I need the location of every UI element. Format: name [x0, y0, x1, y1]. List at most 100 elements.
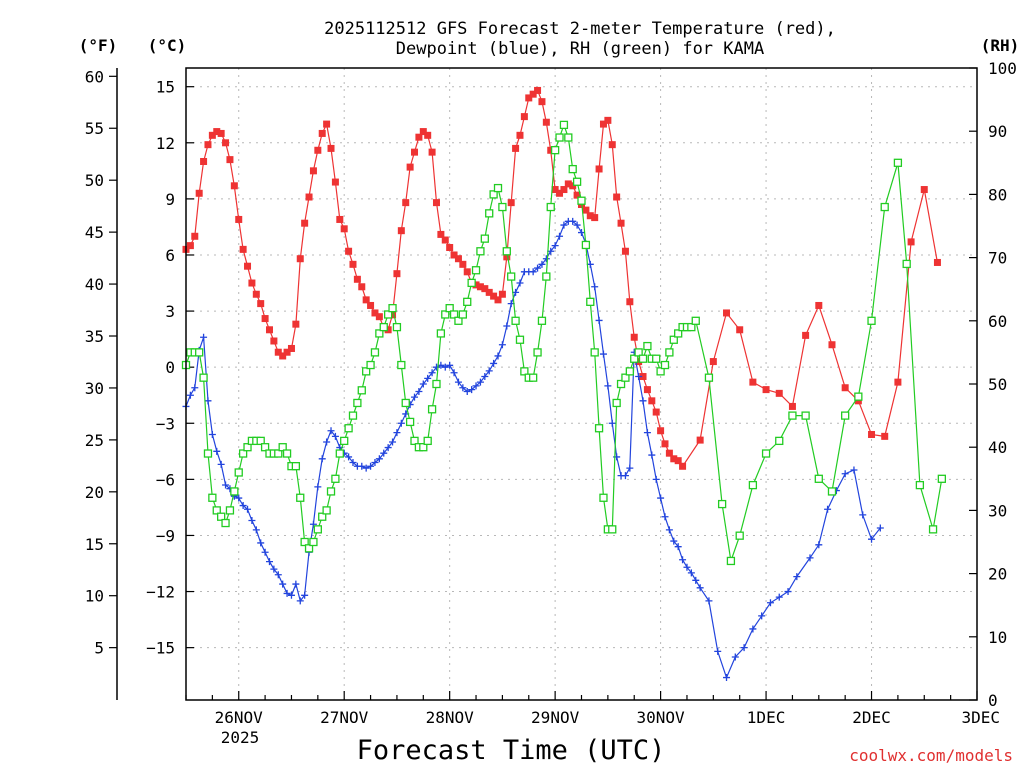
temperature-point [296, 255, 304, 263]
dewpoint-point [556, 232, 564, 240]
celsius-tick-label: 15 [156, 78, 175, 97]
temperature-point [828, 341, 836, 349]
rh-tick-label: 60 [988, 312, 1007, 331]
temperature-point [481, 285, 489, 293]
dewpoint-point [621, 472, 629, 480]
fahrenheit-tick-label: 60 [85, 67, 104, 86]
rh-point [344, 424, 353, 433]
grid-lines [186, 68, 977, 700]
temperature-point [762, 386, 770, 394]
fahrenheit-tick-label: 5 [94, 639, 104, 658]
rh-point [502, 247, 511, 256]
dewpoint-point [235, 494, 243, 502]
dewpoint-point [389, 438, 397, 446]
rh-tick-label: 50 [988, 375, 1007, 394]
dewpoint-point [459, 384, 467, 392]
rh-point [401, 398, 410, 408]
temperature-point [336, 215, 344, 223]
temperature-point [323, 120, 331, 128]
temperature-point [476, 283, 484, 291]
temperature-point [723, 309, 731, 317]
dewpoint-point [208, 430, 216, 438]
rh-point [362, 367, 371, 376]
temperature-point [283, 348, 291, 356]
rh-point [331, 474, 340, 483]
rh-point [612, 398, 621, 408]
rh-point [195, 348, 204, 357]
rh-point [630, 354, 639, 363]
rh-point [616, 379, 626, 389]
dewpoint-point [652, 475, 660, 483]
fahrenheit-unit-label: (°F) [79, 36, 118, 55]
temperature-point [815, 301, 823, 309]
rh-tick-label: 100 [988, 59, 1017, 78]
temperature-point [331, 178, 339, 186]
dewpoint-point [766, 599, 774, 607]
rh-point [383, 310, 393, 319]
temperature-point [569, 182, 577, 190]
temperature-point [679, 462, 687, 470]
temperature-point [248, 279, 256, 287]
temperature-point [397, 227, 405, 235]
temperature-point [393, 270, 401, 278]
dewpoint-point [257, 539, 265, 547]
dewpoint-point [397, 419, 405, 427]
temperature-point [244, 262, 252, 270]
rh-point [423, 436, 432, 446]
rh-point [520, 367, 529, 376]
dewpoint-point [244, 505, 252, 513]
dewpoint-point [296, 597, 304, 605]
temperature-point [345, 247, 353, 255]
dewpoint-point [481, 373, 489, 381]
temperature-point [494, 296, 502, 304]
temperature-point [802, 331, 810, 339]
temperature-point [415, 133, 423, 141]
temperature-point [626, 298, 634, 306]
temperature-point [459, 260, 467, 268]
rh-point [230, 487, 239, 496]
rh-tick-label: 20 [988, 565, 1007, 584]
rh-point [511, 316, 520, 325]
dewpoint-point [270, 565, 278, 573]
temperature-point [327, 144, 335, 152]
dewpoint-point [252, 526, 260, 534]
rh-point [419, 443, 428, 452]
dewpoint-point [604, 382, 612, 390]
dewpoint-point [749, 625, 757, 633]
dewpoint-point [186, 391, 194, 399]
temperature-point [639, 373, 647, 381]
celsius-unit-label: (°C) [148, 36, 187, 55]
temperature-point [200, 157, 208, 165]
dewpoint-point [705, 597, 713, 605]
rh-point [485, 209, 494, 218]
x-tick-label: 30NOV [637, 708, 686, 727]
rh-point [410, 436, 419, 446]
temperature-point [604, 116, 612, 124]
dewpoint-point [265, 558, 273, 566]
dewpoint-point [393, 429, 401, 437]
celsius-tick-label: −3 [156, 414, 175, 433]
temperature-point [542, 118, 550, 126]
series-line [185, 220, 881, 680]
rh-point [480, 234, 489, 243]
temperature-point [252, 290, 260, 298]
temperature-point [235, 215, 243, 223]
rh-point [208, 493, 217, 502]
rh-point [625, 367, 634, 376]
temperature-point [419, 128, 427, 136]
dewpoint-point [687, 569, 695, 577]
rh-point [599, 493, 608, 502]
rh-point [304, 544, 314, 553]
dewpoint-point [674, 543, 682, 551]
temperature-point [621, 247, 629, 255]
temperature-point [696, 436, 704, 444]
dewpoint-point [859, 511, 867, 519]
temperature-point [534, 86, 542, 94]
celsius-tick-label: 9 [165, 190, 175, 209]
dewpoint-point [538, 260, 546, 268]
rh-point [880, 202, 889, 212]
rh-point [405, 417, 415, 427]
x-tick-label: 3DEC [961, 708, 1000, 727]
chart-title-line1: 2025112512 GFS Forecast 2-meter Temperat… [324, 19, 836, 39]
rh-point [660, 360, 670, 370]
